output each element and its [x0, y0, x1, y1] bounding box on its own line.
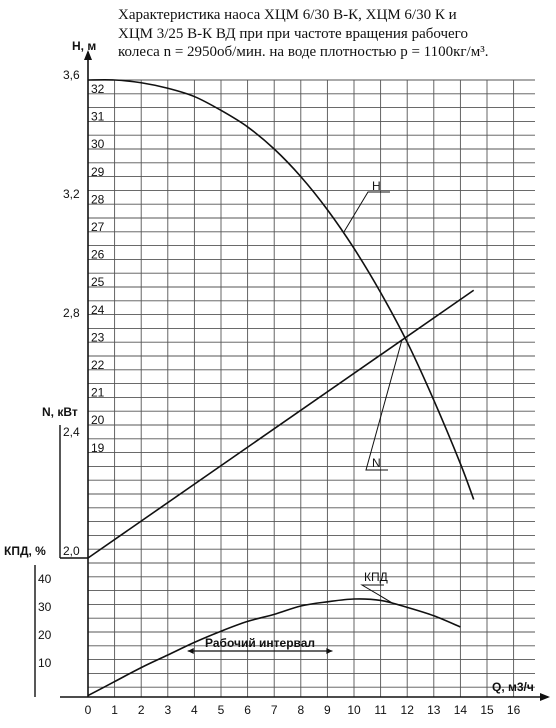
x-tick-label: 12	[401, 703, 415, 717]
series-label-efficiency: КПД	[364, 570, 388, 584]
x-tick-label: 8	[297, 703, 304, 717]
title-line-3: колеса n = 2950об/мин. на воде плотность…	[118, 44, 489, 60]
power-tick-label: 3,6	[63, 68, 80, 82]
chart-title: Характеристика наоса ХЦМ 6/30 В-К, ХЦМ 6…	[118, 6, 550, 62]
series-line-head	[87, 78, 475, 500]
series-line-efficiency	[87, 598, 461, 697]
x-tick-label: 1	[111, 703, 118, 717]
efficiency-tick-label: 20	[38, 628, 52, 642]
power-tick-label: 2,0	[63, 544, 80, 558]
head-tick-label: 23	[91, 330, 105, 344]
x-tick-label: 7	[271, 703, 278, 717]
head-tick-label: 29	[91, 165, 105, 179]
x-axis-arrow	[540, 693, 550, 701]
series-leader-head	[342, 191, 390, 234]
head-tick-label: 26	[91, 248, 105, 262]
curves	[87, 78, 475, 697]
head-tick-label: 28	[91, 192, 105, 206]
head-tick-label: 27	[91, 220, 105, 234]
title-line-1: Характеристика наоса ХЦМ 6/30 В-К, ХЦМ 6…	[118, 7, 457, 23]
head-tick-label: 21	[91, 386, 105, 400]
head-tick-label: 24	[91, 303, 105, 317]
x-axis-title: Q, м3/ч	[492, 680, 534, 694]
title-line-2: ХЦМ 3/25 В-К ВД при при частоте вращения…	[118, 25, 468, 42]
x-tick-label: 3	[164, 703, 171, 717]
power-tick-label: 3,2	[63, 187, 80, 201]
head-tick-label: 31	[91, 110, 105, 124]
y-axis-arrow	[84, 50, 92, 60]
x-tick-label: 16	[507, 703, 521, 717]
efficiency-tick-label: 10	[38, 656, 52, 670]
labels: 0 1 2 3 4 5 6 7 8 9 10 11 12 13 14 15 161920212223242526…	[4, 39, 534, 717]
head-tick-label: 22	[91, 358, 105, 372]
working-interval-label: Рабочий интервал	[205, 636, 315, 650]
x-tick-label: 4	[191, 703, 198, 717]
working-interval-arrow-right	[326, 648, 333, 654]
power-tick-label: 2,8	[63, 306, 80, 320]
head-tick-label: 32	[91, 82, 105, 96]
efficiency-axis-title: КПД, %	[4, 544, 46, 558]
series-leader-power	[365, 339, 403, 471]
axes	[34, 50, 550, 701]
power-tick-label: 2,4	[63, 425, 80, 439]
efficiency-tick-label: 40	[38, 572, 52, 586]
x-tick-label: 14	[454, 703, 468, 717]
head-tick-label: 20	[91, 413, 105, 427]
x-tick-label: 13	[427, 703, 441, 717]
series-label-head: Н	[372, 179, 381, 193]
x-tick-label: 11	[374, 703, 387, 717]
head-tick-label: 30	[91, 137, 105, 151]
x-tick-label: 15	[480, 703, 494, 717]
series-line-power	[87, 289, 475, 559]
series-label-power: N	[372, 456, 381, 470]
series-leader-efficiency	[360, 584, 395, 605]
x-tick-label: 5	[218, 703, 225, 717]
head-tick-label: 25	[91, 275, 105, 289]
x-tick-label: 2	[138, 703, 145, 717]
x-tick-label: 6	[244, 703, 251, 717]
power-axis-title: N, кВт	[42, 405, 78, 419]
efficiency-tick-label: 30	[38, 600, 52, 614]
head-tick-label: 19	[91, 441, 105, 455]
x-tick-label: 10	[347, 703, 361, 717]
working-interval-arrow-left	[187, 648, 194, 654]
x-tick-label: 0	[85, 703, 92, 717]
x-tick-label: 9	[324, 703, 331, 717]
head-axis-title: Н, м	[72, 39, 96, 53]
